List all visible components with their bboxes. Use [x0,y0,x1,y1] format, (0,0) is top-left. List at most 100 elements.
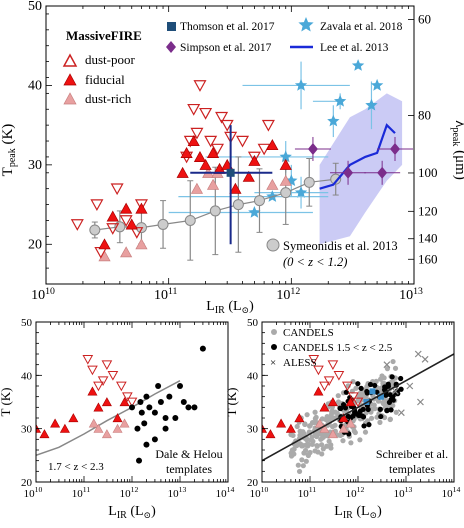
candels-z-point [383,392,389,398]
candels-z-point [191,404,198,411]
candels-point [375,398,382,404]
x-tick-label: 1012 [276,286,300,303]
candels-point [295,462,301,468]
legend-label-dust-rich: dust-rich [85,91,132,106]
candels-point [357,437,363,443]
candels-z-point [378,413,384,420]
zavala-star [279,150,292,163]
x-tick-exponent: 11 [83,485,91,494]
legend-label-dust-poor: dust-poor [85,52,136,67]
fiducial-point [180,146,193,158]
zavala-star [351,59,365,71]
legend-label-lee: Lee et al. 2013 [320,42,389,54]
candels-point [353,385,359,391]
fiducial-point [101,397,112,407]
x-tick-exponent: 12 [357,485,365,494]
candels-point [377,419,383,425]
dust-rich-point [279,174,292,186]
legend-simpson: Simpson et al. 2017 [166,41,272,54]
candels-z-point [366,422,372,428]
aless-point [421,355,429,363]
y-tick-label: 50 [21,317,33,329]
legend-zavala: Zavala et al. 2018 [298,17,403,33]
dust-poor-point [119,215,133,227]
dust-poor-point [70,219,84,231]
legend-label-symeonidis: Symeonidis et al. 2013 [283,239,398,253]
dust-poor-point [323,376,335,386]
candels-z-point [146,404,153,411]
candels-point [337,432,344,438]
x-tick-exponent: 11 [309,485,317,494]
candels-point [291,446,297,452]
main-xlabel: LIR (L⊙) [206,299,254,316]
bottom-right-xlabel: LIR (L⊙) [334,504,382,521]
dust-poor-point [116,381,127,392]
fiducial-point [265,429,276,439]
symeonidis-point [184,214,196,226]
candels-point [387,416,393,423]
y-tick-label: 30 [21,424,33,436]
x-tick-label: 1014 [216,485,235,500]
candels-point [362,429,369,435]
legend-marker-thomson [167,22,176,31]
legend-dust-poor: dust-poor [62,52,136,67]
fiducial-point [338,413,349,423]
candels-z-point [361,423,367,429]
zavala-star [294,78,308,91]
candels-z-point [343,389,349,395]
dust-rich-point [319,423,330,433]
candels-z-point [365,406,371,413]
candels-z-point [155,383,162,389]
dust-poor-point [199,107,213,120]
candels-z-point [151,409,158,416]
fiducial-point [206,146,220,158]
thomson-point [226,168,235,177]
candels-point [307,423,313,429]
dust-poor-point [97,376,109,386]
candels-z-point [389,396,395,402]
y-tick-label: 40 [28,78,42,93]
candels-z-point [172,415,179,421]
dust-poor-point [87,365,98,376]
dust-poor-point [106,223,120,235]
bottom-left-template-line1: Dale & Helou [155,447,222,461]
candels-z-point [372,382,378,389]
candels-z-point [377,406,383,412]
right-tick-label: 160 [418,251,438,266]
fiducial-point [319,402,330,412]
right-tick-label: 100 [418,165,438,180]
symeonidis-point [232,199,244,211]
zavala-star [266,190,279,202]
simpson-point [377,166,388,179]
y-tick-label: 50 [247,317,259,329]
fiducial-point [93,402,104,412]
fiducial-point [176,166,189,178]
legend-lee: Lee et al. 2013 [290,42,389,54]
candels-point [324,415,330,421]
candels-z-point [180,399,187,405]
fiducial-point [125,218,138,230]
dust-rich-point [112,423,123,433]
x-tick-label: 1012 [346,485,365,500]
candels-point [319,435,326,441]
candels-z-point [385,381,391,387]
candels-point [319,442,325,448]
candels-z-point [384,407,390,413]
fiducial-point [68,413,79,423]
x-tick-label: 1014 [442,485,461,500]
aless-point [397,409,405,417]
bottom-left-xlabel: LIR (L⊙) [108,504,156,521]
candels-point [320,446,326,452]
dust-rich-point [206,178,220,190]
fiducial-point [279,158,292,170]
legend-label-zavala: Zavala et al. 2018 [320,21,403,33]
dust-rich-point [338,423,349,433]
aless-point [414,350,422,358]
main-ylabel-right: λpeak (μm) [450,120,464,180]
legend-label-aless: ALESS [283,357,317,369]
zavala-star [334,94,347,107]
fiducial-point [59,423,70,433]
dust-poor-point [347,392,359,402]
x-tick-exponent: 13 [405,485,413,494]
